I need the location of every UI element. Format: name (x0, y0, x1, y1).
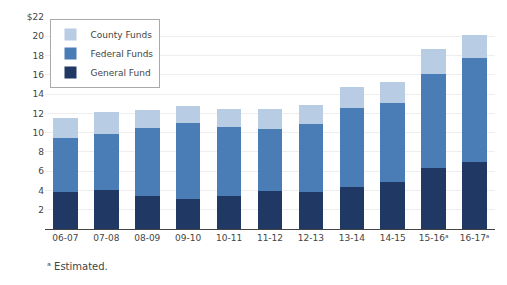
svg-text:09-10: 09-10 (175, 233, 201, 243)
svg-text:4: 4 (38, 186, 44, 196)
svg-text:08-09: 08-09 (134, 233, 160, 243)
svg-text:06-07: 06-07 (52, 233, 78, 243)
svg-text:07-08: 07-08 (93, 233, 119, 243)
svg-text:6: 6 (38, 166, 44, 176)
svg-text:General Fund: General Fund (91, 68, 151, 78)
svg-text:12: 12 (33, 109, 44, 119)
svg-text:Federal Funds: Federal Funds (91, 49, 154, 59)
svg-text:2: 2 (38, 205, 44, 215)
svg-text:16: 16 (33, 70, 45, 80)
svg-text:14-15: 14-15 (380, 233, 406, 243)
svg-text:8: 8 (38, 147, 44, 157)
svg-text:10: 10 (33, 128, 45, 138)
svg-text:16-17ᵃ: 16-17ᵃ (460, 233, 490, 243)
svg-text:10-11: 10-11 (216, 233, 242, 243)
svg-text:15-16ᵃ: 15-16ᵃ (419, 233, 449, 243)
svg-text:20: 20 (33, 31, 45, 41)
svg-text:$22: $22 (27, 12, 44, 22)
svg-text:ᵃ Estimated.: ᵃ Estimated. (47, 261, 108, 272)
svg-text:14: 14 (33, 89, 45, 99)
svg-text:13-14: 13-14 (339, 233, 365, 243)
svg-text:12-13: 12-13 (298, 233, 324, 243)
svg-text:County Funds: County Funds (91, 30, 153, 40)
svg-text:18: 18 (33, 51, 45, 61)
svg-text:11-12: 11-12 (257, 233, 283, 243)
